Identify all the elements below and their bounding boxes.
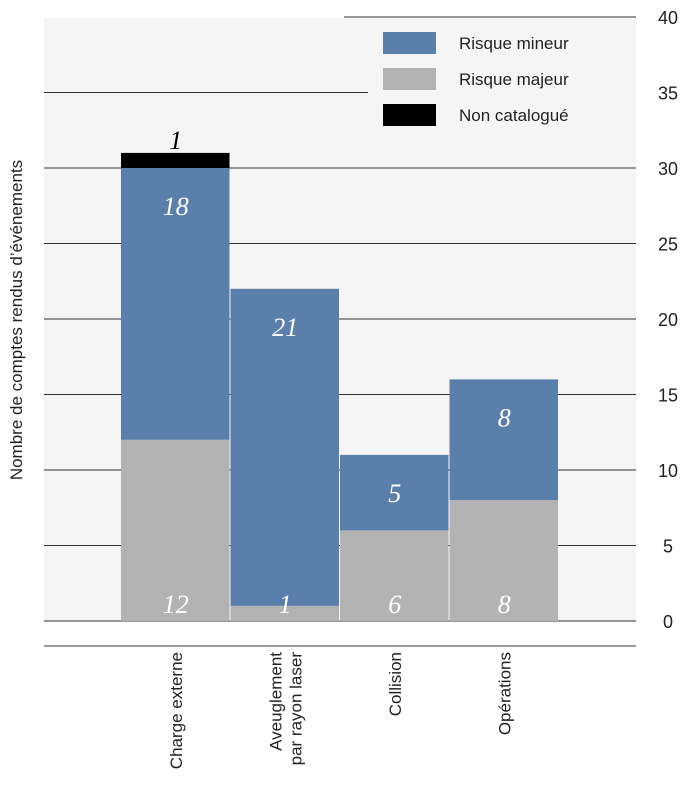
data-label-non-catalogue-charge-externe: 1	[169, 126, 182, 155]
data-label-risque-majeur-collision: 6	[388, 590, 401, 619]
x-category-label: Opérations	[495, 652, 514, 735]
x-category-label: Aveuglement	[266, 652, 285, 751]
bars	[121, 152, 558, 621]
y-axis: 0 5 10 15 20 25 30 35 40	[658, 8, 678, 632]
bar-risque-mineur-aveuglement-par-rayon-laser	[230, 288, 339, 606]
x-category-label: par rayon laser	[286, 652, 305, 766]
data-label-risque-mineur-aveuglement-par-rayon-laser: 21	[272, 313, 298, 342]
bar-risque-majeur-operations	[449, 500, 558, 621]
y-tick-label: 35	[658, 84, 678, 104]
bar-risque-mineur-operations	[449, 379, 558, 501]
data-label-risque-majeur-aveuglement-par-rayon-laser: 1	[279, 590, 292, 619]
bar-risque-mineur-collision	[340, 454, 449, 531]
bar-risque-majeur-charge-externe	[121, 439, 230, 621]
x-axis: Charge externe Aveuglement par rayon laser…	[167, 652, 515, 770]
data-label-risque-mineur-charge-externe: 18	[163, 192, 189, 221]
x-category-label: Collision	[386, 652, 405, 716]
bar-non-catalogue-charge-externe	[121, 152, 230, 168]
legend-swatch-non-catalogue	[383, 104, 436, 126]
y-tick-label: 5	[663, 537, 673, 557]
legend-swatch-risque-mineur	[383, 32, 436, 54]
legend: Risque mineur Risque majeur Non catalogué	[383, 32, 569, 126]
data-label-risque-mineur-collision: 5	[388, 479, 401, 508]
bar-risque-majeur-collision	[340, 530, 449, 621]
y-tick-label: 15	[658, 386, 678, 406]
y-tick-label: 30	[658, 159, 678, 179]
data-label-risque-majeur-charge-externe: 12	[163, 590, 189, 619]
y-tick-label: 10	[658, 461, 678, 481]
y-axis-title: Nombre de comptes rendus d’événements	[7, 160, 26, 480]
data-label-risque-mineur-operations: 8	[498, 403, 511, 432]
data-labels: 12 18 1 1 21 6 5 8 8	[163, 126, 511, 619]
y-tick-label: 40	[658, 8, 678, 28]
y-tick-label: 25	[658, 235, 678, 255]
legend-label-risque-majeur: Risque majeur	[459, 70, 569, 89]
y-tick-label: 0	[663, 612, 673, 632]
legend-swatch-risque-majeur	[383, 68, 436, 90]
x-category-label: Charge externe	[167, 652, 186, 769]
legend-label-risque-mineur: Risque mineur	[459, 34, 569, 53]
data-label-risque-majeur-operations: 8	[498, 590, 511, 619]
legend-label-non-catalogue: Non catalogué	[459, 106, 569, 125]
bar-risque-majeur-aveuglement-par-rayon-laser	[230, 605, 339, 621]
bar-risque-mineur-charge-externe	[121, 168, 230, 440]
y-tick-label: 20	[658, 310, 678, 330]
